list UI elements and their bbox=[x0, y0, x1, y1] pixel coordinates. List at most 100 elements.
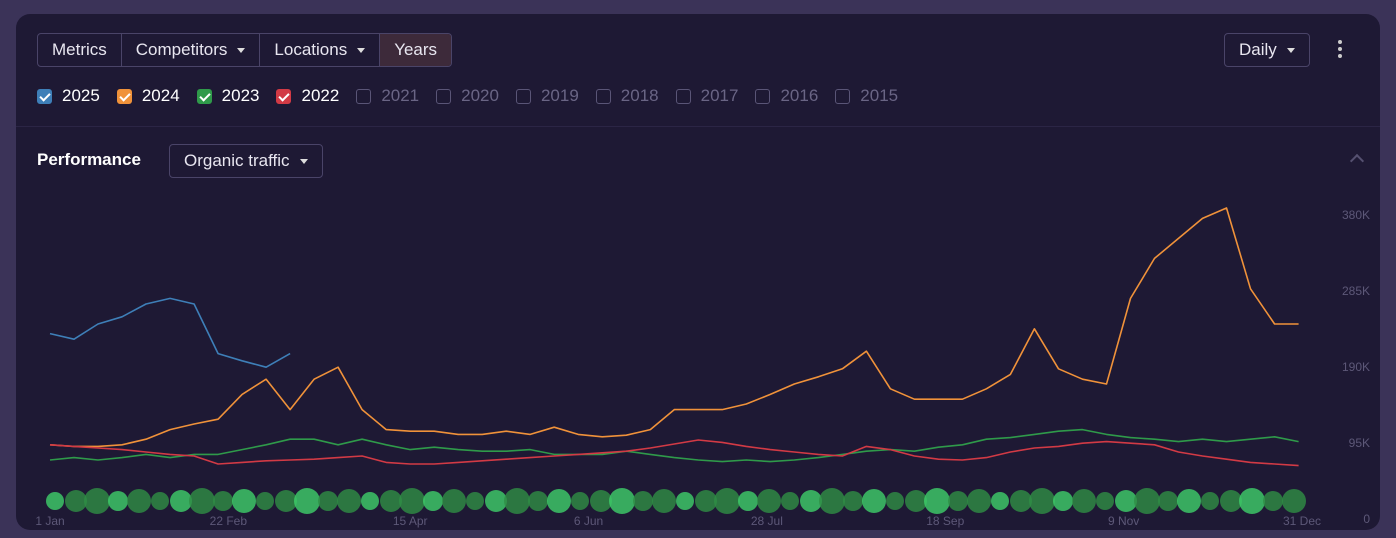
event-marker[interactable] bbox=[399, 488, 425, 514]
event-marker[interactable] bbox=[1201, 492, 1219, 510]
event-marker[interactable] bbox=[862, 489, 886, 513]
year-checkbox[interactable]: 2017 bbox=[675, 86, 738, 106]
event-marker[interactable] bbox=[609, 488, 635, 514]
y-tick-label: 0 bbox=[1363, 512, 1370, 526]
event-marker[interactable] bbox=[151, 492, 169, 510]
event-marker[interactable] bbox=[1053, 491, 1073, 511]
event-marker[interactable] bbox=[1096, 492, 1114, 510]
year-checkbox[interactable]: 2018 bbox=[595, 86, 659, 106]
year-label: 2016 bbox=[780, 86, 819, 105]
checkbox bbox=[595, 88, 611, 104]
year-label: 2021 bbox=[381, 86, 420, 105]
y-tick-label: 380K bbox=[1342, 208, 1370, 222]
event-marker[interactable] bbox=[1010, 490, 1032, 512]
event-marker[interactable] bbox=[800, 490, 822, 512]
event-marker[interactable] bbox=[676, 492, 694, 510]
year-checkbox[interactable]: 2023 bbox=[196, 86, 259, 106]
event-marker[interactable] bbox=[337, 489, 361, 513]
checkbox bbox=[675, 88, 691, 104]
caret bbox=[237, 48, 246, 54]
event-marker[interactable] bbox=[1239, 488, 1265, 514]
event-marker[interactable] bbox=[1029, 488, 1055, 514]
year-label: 2019 bbox=[540, 86, 579, 105]
tab[interactable]: Competitors bbox=[122, 34, 261, 66]
tab[interactable]: Years bbox=[380, 34, 452, 66]
event-marker[interactable] bbox=[84, 488, 110, 514]
event-marker[interactable] bbox=[819, 488, 845, 514]
event-marker[interactable] bbox=[590, 490, 612, 512]
metric-dropdown[interactable]: Organic traffic bbox=[169, 144, 323, 178]
year-label: 2020 bbox=[461, 86, 499, 105]
menu-button[interactable] bbox=[1338, 40, 1342, 58]
event-marker[interactable] bbox=[695, 490, 717, 512]
x-tick-label: 9 Nov bbox=[1108, 514, 1139, 528]
event-marker[interactable] bbox=[905, 490, 927, 512]
event-marker[interactable] bbox=[843, 491, 863, 511]
event-marker[interactable] bbox=[924, 488, 950, 514]
event-marker[interactable] bbox=[1177, 489, 1201, 513]
event-marker[interactable] bbox=[967, 489, 991, 513]
event-marker[interactable] bbox=[991, 492, 1009, 510]
event-marker[interactable] bbox=[213, 491, 233, 511]
event-marker[interactable] bbox=[485, 490, 507, 512]
x-tick-label: 15 Apr bbox=[393, 514, 428, 528]
event-marker[interactable] bbox=[170, 490, 192, 512]
year-checkbox[interactable]: 2024 bbox=[116, 86, 180, 106]
year-filters: 2025 2024 2023 2022 2021 2020 2019 2018 2017 2016… bbox=[37, 86, 915, 106]
event-marker[interactable] bbox=[781, 492, 799, 510]
event-marker[interactable] bbox=[738, 491, 758, 511]
event-marker[interactable] bbox=[46, 492, 64, 510]
event-marker[interactable] bbox=[380, 490, 402, 512]
event-marker[interactable] bbox=[318, 491, 338, 511]
event-marker[interactable] bbox=[1282, 489, 1306, 513]
event-marker[interactable] bbox=[232, 489, 256, 513]
event-marker[interactable] bbox=[1263, 491, 1283, 511]
event-marker[interactable] bbox=[442, 489, 466, 513]
series-line bbox=[49, 297, 291, 368]
year-checkbox[interactable]: 2020 bbox=[436, 86, 499, 106]
year-checkbox[interactable]: 2016 bbox=[755, 86, 818, 106]
event-marker[interactable] bbox=[547, 489, 571, 513]
event-marker[interactable] bbox=[1115, 490, 1137, 512]
x-tick-label: 31 Dec bbox=[1283, 514, 1321, 528]
event-marker[interactable] bbox=[504, 488, 530, 514]
event-marker[interactable] bbox=[652, 489, 676, 513]
event-marker[interactable] bbox=[189, 488, 215, 514]
year-checkbox[interactable]: 2025 bbox=[37, 86, 100, 106]
event-marker[interactable] bbox=[256, 492, 274, 510]
event-marker[interactable] bbox=[466, 492, 484, 510]
checkbox bbox=[436, 88, 452, 104]
year-checkbox[interactable]: 2022 bbox=[276, 86, 339, 106]
event-marker[interactable] bbox=[528, 491, 548, 511]
event-marker[interactable] bbox=[714, 488, 740, 514]
event-marker[interactable] bbox=[65, 490, 87, 512]
event-marker[interactable] bbox=[1158, 491, 1178, 511]
year-checkbox[interactable]: 2021 bbox=[356, 86, 419, 106]
event-marker[interactable] bbox=[108, 491, 128, 511]
series-line bbox=[49, 207, 1299, 448]
event-marker[interactable] bbox=[1220, 490, 1242, 512]
event-marker[interactable] bbox=[1072, 489, 1096, 513]
year-checkbox[interactable]: 2019 bbox=[515, 86, 579, 106]
y-tick-label: 285K bbox=[1342, 284, 1370, 298]
event-marker[interactable] bbox=[571, 492, 589, 510]
year-label: 2018 bbox=[620, 86, 659, 105]
interval-dropdown[interactable]: Daily bbox=[1224, 33, 1310, 67]
x-tick-label: 1 Jan bbox=[35, 514, 64, 528]
tab[interactable]: Metrics bbox=[38, 34, 122, 66]
event-marker[interactable] bbox=[127, 489, 151, 513]
year-checkbox[interactable]: 2015 bbox=[835, 86, 898, 106]
tab[interactable]: Locations bbox=[260, 34, 381, 66]
event-marker[interactable] bbox=[886, 492, 904, 510]
event-marker[interactable] bbox=[275, 490, 297, 512]
event-marker[interactable] bbox=[294, 488, 320, 514]
event-marker[interactable] bbox=[361, 492, 379, 510]
event-marker[interactable] bbox=[423, 491, 443, 511]
event-marker[interactable] bbox=[1134, 488, 1160, 514]
series-line bbox=[49, 428, 1299, 463]
checkbox bbox=[116, 88, 132, 104]
checkbox bbox=[356, 88, 372, 104]
event-marker[interactable] bbox=[633, 491, 653, 511]
event-marker[interactable] bbox=[948, 491, 968, 511]
event-marker[interactable] bbox=[757, 489, 781, 513]
